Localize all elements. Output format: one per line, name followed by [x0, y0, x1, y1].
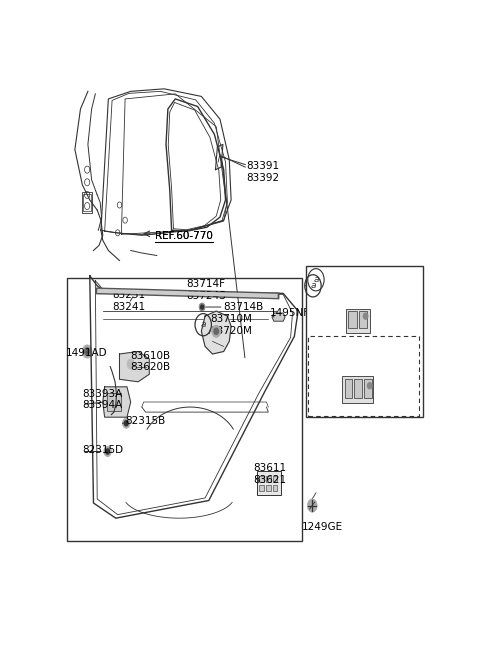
Bar [364, 379, 372, 398]
Text: 93580A: 93580A [328, 321, 368, 331]
Bar [107, 393, 121, 411]
Circle shape [363, 313, 368, 319]
Circle shape [127, 359, 134, 369]
Circle shape [201, 305, 204, 309]
Bar [266, 485, 271, 491]
Text: 82315B: 82315B [125, 416, 165, 426]
Text: a: a [310, 281, 316, 291]
Text: 1249GE: 1249GE [302, 522, 343, 532]
Bar [84, 194, 91, 211]
Bar [342, 376, 373, 403]
Text: 83391
83392: 83391 83392 [246, 161, 279, 183]
Circle shape [124, 420, 128, 426]
Circle shape [199, 303, 205, 311]
Text: 83393A
83394A: 83393A 83394A [83, 388, 122, 410]
Text: 83610B
83620B: 83610B 83620B [131, 351, 171, 373]
Polygon shape [272, 313, 285, 321]
Bar [309, 337, 420, 416]
Text: REF.60-770: REF.60-770 [155, 232, 213, 241]
Text: 1491AD: 1491AD [66, 348, 107, 358]
Text: 83714F
83724S: 83714F 83724S [186, 279, 226, 300]
Text: 83710M
83720M: 83710M 83720M [211, 314, 252, 335]
Text: 83714B: 83714B [224, 302, 264, 312]
Circle shape [104, 447, 111, 457]
Bar [273, 485, 277, 491]
Bar [354, 379, 362, 398]
Text: REF.60-770: REF.60-770 [155, 232, 213, 241]
Circle shape [212, 325, 221, 337]
Bar [83, 192, 92, 213]
Circle shape [214, 328, 218, 335]
Text: 83231
83241: 83231 83241 [112, 290, 145, 312]
Bar [273, 476, 277, 482]
Bar [345, 379, 352, 398]
Circle shape [122, 418, 130, 428]
Circle shape [307, 499, 317, 512]
Text: 83611
83621: 83611 83621 [253, 463, 287, 485]
Bar [348, 310, 357, 328]
Text: 82315D: 82315D [83, 445, 123, 455]
Bar [359, 310, 367, 328]
Polygon shape [202, 311, 231, 354]
Polygon shape [120, 352, 149, 382]
Text: a: a [201, 320, 206, 329]
Text: a: a [313, 276, 319, 284]
Bar [346, 308, 370, 333]
Bar [67, 278, 302, 541]
Bar [259, 476, 264, 482]
Text: 1495NF: 1495NF [270, 308, 310, 318]
Bar [259, 485, 264, 491]
Circle shape [106, 449, 109, 454]
Circle shape [368, 382, 372, 389]
Text: 83301
83302: 83301 83302 [317, 270, 349, 291]
Circle shape [84, 348, 90, 355]
Bar [305, 266, 423, 417]
Bar [257, 471, 281, 495]
Circle shape [83, 345, 92, 358]
Polygon shape [103, 387, 131, 417]
Text: 93580A: 93580A [328, 398, 368, 408]
Text: (SEAT WARMER): (SEAT WARMER) [321, 386, 399, 396]
Bar [266, 476, 271, 482]
